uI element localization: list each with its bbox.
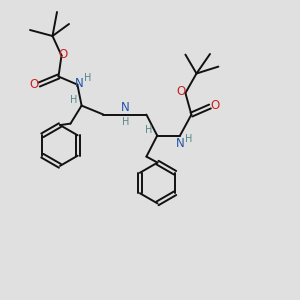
Text: O: O (211, 99, 220, 112)
Text: N: N (121, 100, 130, 114)
Text: H: H (122, 117, 129, 127)
Text: O: O (29, 77, 38, 91)
Text: O: O (176, 85, 185, 98)
Text: O: O (58, 47, 68, 61)
Text: N: N (176, 136, 184, 150)
Text: H: H (70, 95, 77, 105)
Text: H: H (84, 73, 92, 83)
Text: H: H (185, 134, 193, 144)
Text: H: H (145, 125, 152, 135)
Text: N: N (74, 76, 83, 90)
